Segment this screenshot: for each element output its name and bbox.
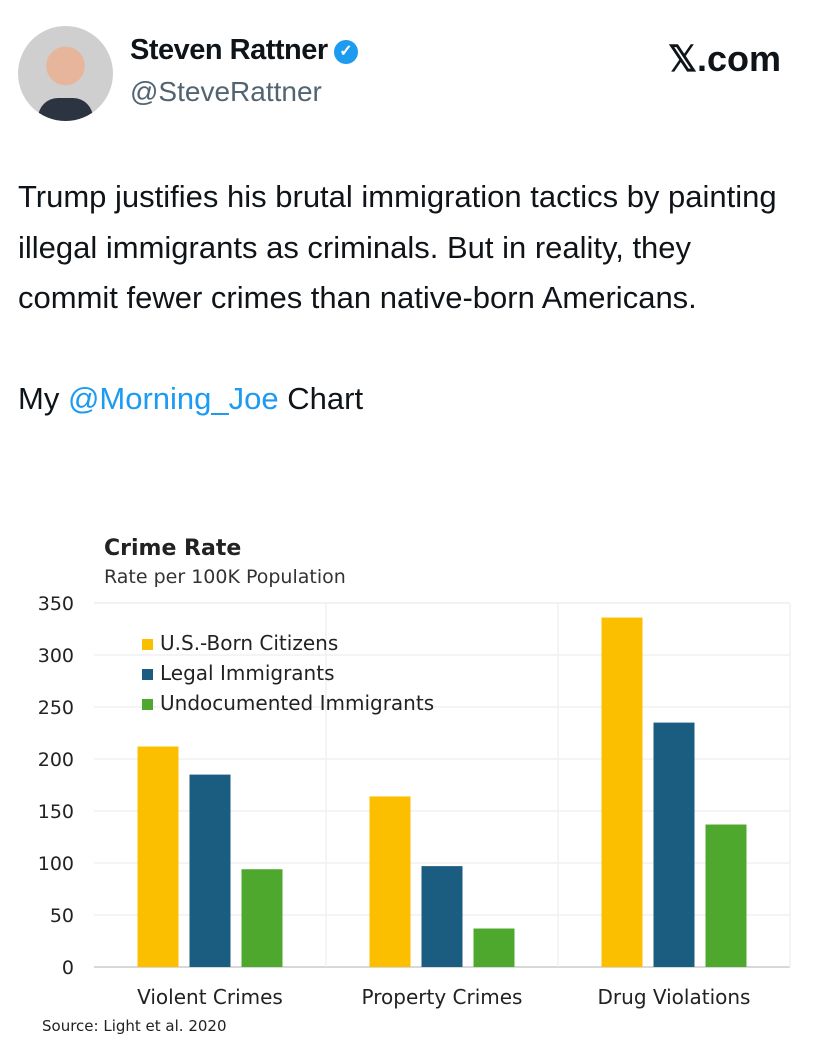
chart-source: Source: Light et al. 2020 bbox=[42, 1017, 227, 1035]
x-tick-label: Violent Crimes bbox=[137, 985, 283, 1009]
bar-undocumented-immigrants bbox=[705, 824, 747, 967]
legend-swatch bbox=[142, 639, 153, 650]
bar-undocumented-immigrants bbox=[241, 869, 283, 967]
mention-link[interactable]: @Morning_Joe bbox=[67, 380, 279, 416]
legend-swatch bbox=[142, 669, 153, 680]
y-tick-label: 50 bbox=[50, 905, 74, 927]
tweet-text: Trump justifies his brutal immigration t… bbox=[18, 179, 777, 416]
bar-u-s-born-citizens bbox=[137, 746, 179, 967]
bar-legal-immigrants bbox=[421, 866, 463, 967]
y-tick-label: 250 bbox=[38, 697, 74, 719]
x-tick-label: Property Crimes bbox=[362, 985, 523, 1009]
chart-subtitle: Rate per 100K Population bbox=[104, 566, 346, 588]
bar-legal-immigrants bbox=[189, 774, 231, 967]
y-tick-label: 350 bbox=[38, 593, 74, 615]
legend-label: U.S.-Born Citizens bbox=[160, 631, 338, 655]
y-tick-label: 100 bbox=[38, 853, 74, 875]
legend-label: Legal Immigrants bbox=[160, 661, 335, 685]
legend-swatch bbox=[142, 699, 153, 710]
chart-title: Crime Rate bbox=[104, 536, 241, 561]
x-logo: 𝕏.com bbox=[668, 38, 782, 79]
verified-badge-icon: ✓ bbox=[333, 40, 358, 64]
bar-legal-immigrants bbox=[653, 722, 695, 967]
y-tick-label: 150 bbox=[38, 801, 74, 823]
x-tick-label: Drug Violations bbox=[598, 985, 751, 1009]
author-handle[interactable]: @SteveRattner bbox=[130, 76, 322, 107]
crime-rate-chart: Crime Rate Rate per 100K Population 0 50 1… bbox=[38, 536, 791, 1035]
author-name[interactable]: Steven Rattner ✓ bbox=[130, 34, 358, 67]
y-tick-label: 300 bbox=[38, 645, 74, 667]
bar-u-s-born-citizens bbox=[369, 796, 411, 967]
avatar[interactable] bbox=[18, 26, 113, 121]
bar-u-s-born-citizens bbox=[601, 617, 643, 967]
bar-undocumented-immigrants bbox=[473, 928, 515, 967]
legend-label: Undocumented Immigrants bbox=[160, 691, 434, 715]
y-tick-label: 200 bbox=[38, 749, 74, 771]
y-tick-label: 0 bbox=[62, 957, 74, 979]
